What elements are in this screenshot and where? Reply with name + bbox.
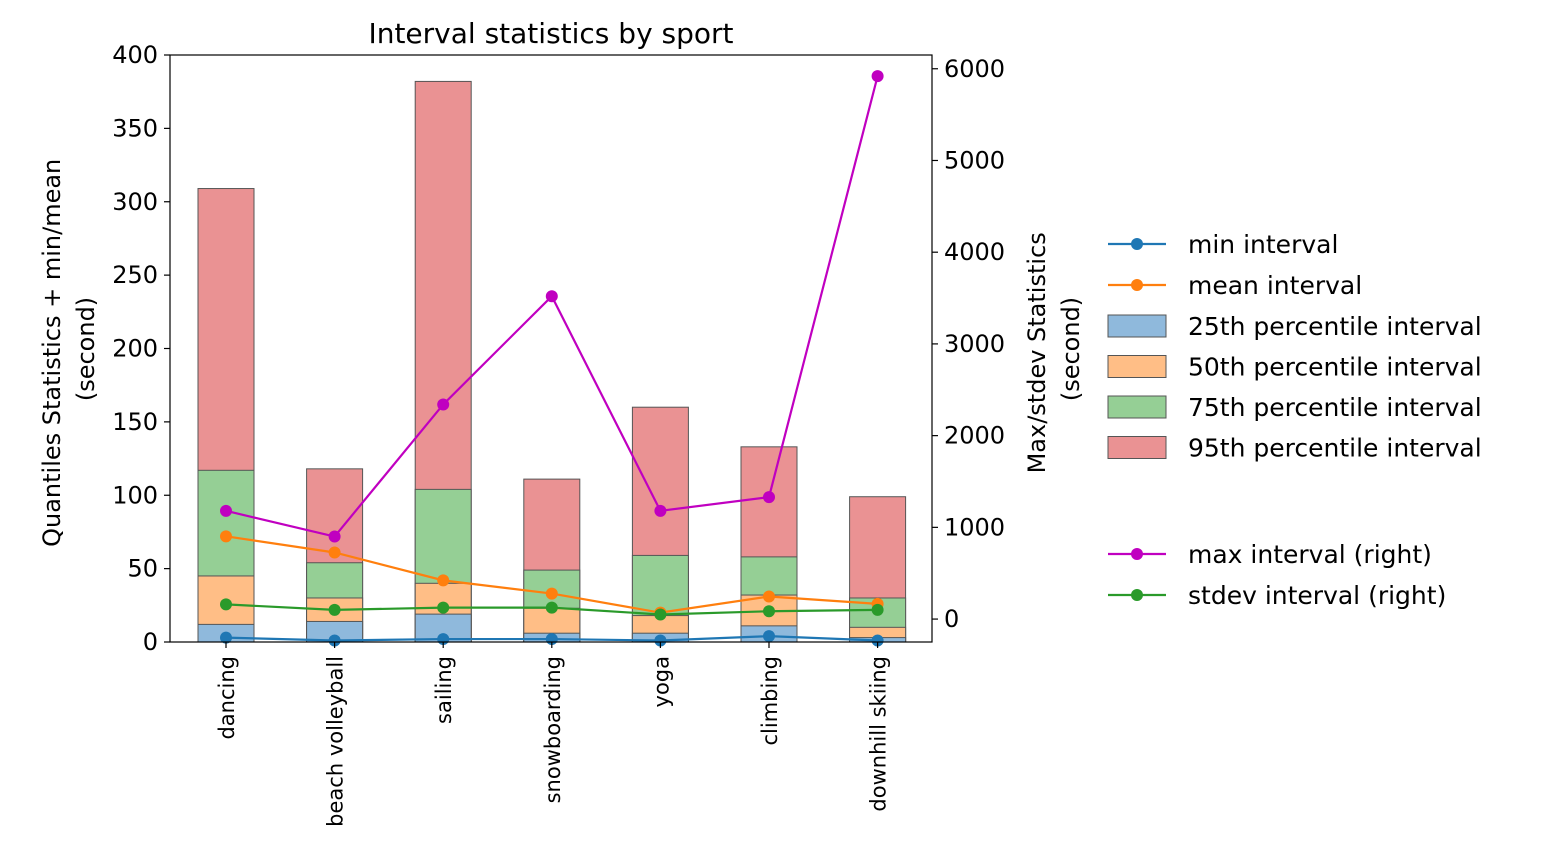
legend-item-7-label: max interval (right) bbox=[1188, 540, 1432, 569]
left-axis-title-line-1: Quantiles Statistics + min/mean bbox=[38, 159, 66, 547]
bars-layer bbox=[197, 80, 907, 643]
x-tick-label-3: sailing bbox=[432, 656, 456, 724]
point-left-1-7 bbox=[871, 634, 884, 647]
legend-item-3-swatch bbox=[1107, 314, 1167, 338]
left-tick-label-9: 400 bbox=[112, 41, 158, 69]
legend-item-2-marker bbox=[1131, 279, 1143, 291]
point-left-2-1 bbox=[220, 530, 232, 543]
right-tick-label-5: 4000 bbox=[944, 238, 1005, 266]
legend-item-8-label: stdev interval (right) bbox=[1188, 581, 1446, 610]
right-tick-label-3: 2000 bbox=[944, 422, 1005, 450]
right-axis: 0 1000 2000 3000 4000 5000 6000 bbox=[932, 55, 1005, 633]
point-right-2-1 bbox=[220, 598, 232, 611]
legend-item-6-swatch bbox=[1107, 436, 1167, 459]
left-tick-label-3: 100 bbox=[112, 481, 158, 509]
x-tick-label-4: snowboarding bbox=[541, 656, 565, 803]
right-axis-title: Max/stdev Statistics (second) bbox=[1023, 225, 1085, 474]
point-right-1-2 bbox=[328, 530, 341, 543]
right-tick-label-6: 5000 bbox=[944, 146, 1005, 174]
right-tick-label-1: 0 bbox=[944, 605, 959, 633]
left-tick-label-2: 50 bbox=[127, 555, 158, 583]
legend-item-8-marker bbox=[1131, 589, 1143, 601]
legend-item-4-label: 50th percentile interval bbox=[1188, 353, 1482, 382]
left-tick-label-8: 350 bbox=[112, 114, 158, 142]
point-right-2-7 bbox=[871, 603, 884, 616]
point-right-2-2 bbox=[328, 603, 341, 616]
point-right-1-1 bbox=[220, 504, 232, 517]
right-tick-label-7: 6000 bbox=[944, 55, 1005, 83]
legend-item-2-label: mean interval bbox=[1188, 271, 1362, 300]
legend-item-1-marker bbox=[1131, 238, 1143, 250]
right-tick-label-2: 1000 bbox=[944, 513, 1005, 541]
point-left-2-4 bbox=[545, 587, 558, 600]
point-right-1-5 bbox=[654, 504, 667, 517]
legend-item-3-label: 25th percentile interval bbox=[1188, 312, 1482, 341]
left-tick-label-1: 0 bbox=[143, 628, 158, 656]
left-axis: 0 50 100 150 200 250 300 350 400 bbox=[112, 41, 170, 656]
right-axis-title-line-1: Max/stdev Statistics bbox=[1023, 232, 1051, 473]
legend-item-7-marker bbox=[1131, 548, 1143, 560]
point-right-1-4 bbox=[545, 290, 558, 303]
right-tick-label-4: 3000 bbox=[944, 330, 1005, 358]
point-left-2-3 bbox=[437, 574, 450, 587]
legend-item-1-label: min interval bbox=[1188, 230, 1338, 259]
point-left-1-2 bbox=[328, 634, 341, 647]
lines-layer bbox=[220, 70, 884, 647]
point-right-1-7 bbox=[871, 70, 884, 83]
legend-item-4-swatch bbox=[1107, 355, 1167, 378]
legend-item-5-label: 75th percentile interval bbox=[1188, 393, 1482, 422]
left-tick-label-4: 150 bbox=[112, 408, 158, 436]
point-left-1-6 bbox=[763, 630, 775, 643]
x-tick-label-5: yoga bbox=[649, 656, 673, 707]
legend-item-5-swatch bbox=[1107, 395, 1167, 419]
x-axis: dancing beach volleyball sailing snowboardi… bbox=[215, 642, 891, 827]
chart-title: Interval statistics by sport bbox=[368, 17, 733, 50]
right-axis-title-line-2: (second) bbox=[1057, 297, 1085, 401]
point-right-1-3 bbox=[437, 398, 450, 411]
x-tick-label-2: beach volleyball bbox=[324, 656, 348, 827]
x-tick-label-6: climbing bbox=[758, 656, 782, 745]
point-right-2-6 bbox=[763, 605, 775, 618]
point-right-2-5 bbox=[654, 608, 667, 621]
legend: min interval mean interval 25th percentile… bbox=[1107, 230, 1482, 610]
point-left-1-1 bbox=[220, 631, 232, 644]
left-axis-title-line-2: (second) bbox=[72, 297, 100, 401]
point-left-2-2 bbox=[328, 546, 341, 559]
left-tick-label-7: 300 bbox=[112, 188, 158, 216]
x-tick-label-1: dancing bbox=[215, 656, 239, 740]
point-right-2-4 bbox=[545, 601, 558, 614]
point-left-2-6 bbox=[763, 590, 775, 603]
point-left-1-5 bbox=[654, 634, 667, 647]
legend-item-6-label: 95th percentile interval bbox=[1188, 434, 1482, 463]
left-axis-title: Quantiles Statistics + min/mean (second) bbox=[38, 151, 100, 547]
point-right-1-6 bbox=[763, 491, 775, 504]
left-tick-label-5: 200 bbox=[112, 335, 158, 363]
point-right-2-3 bbox=[437, 601, 450, 614]
left-tick-label-6: 250 bbox=[112, 261, 158, 289]
x-tick-label-7: downhill skiing bbox=[867, 656, 891, 812]
